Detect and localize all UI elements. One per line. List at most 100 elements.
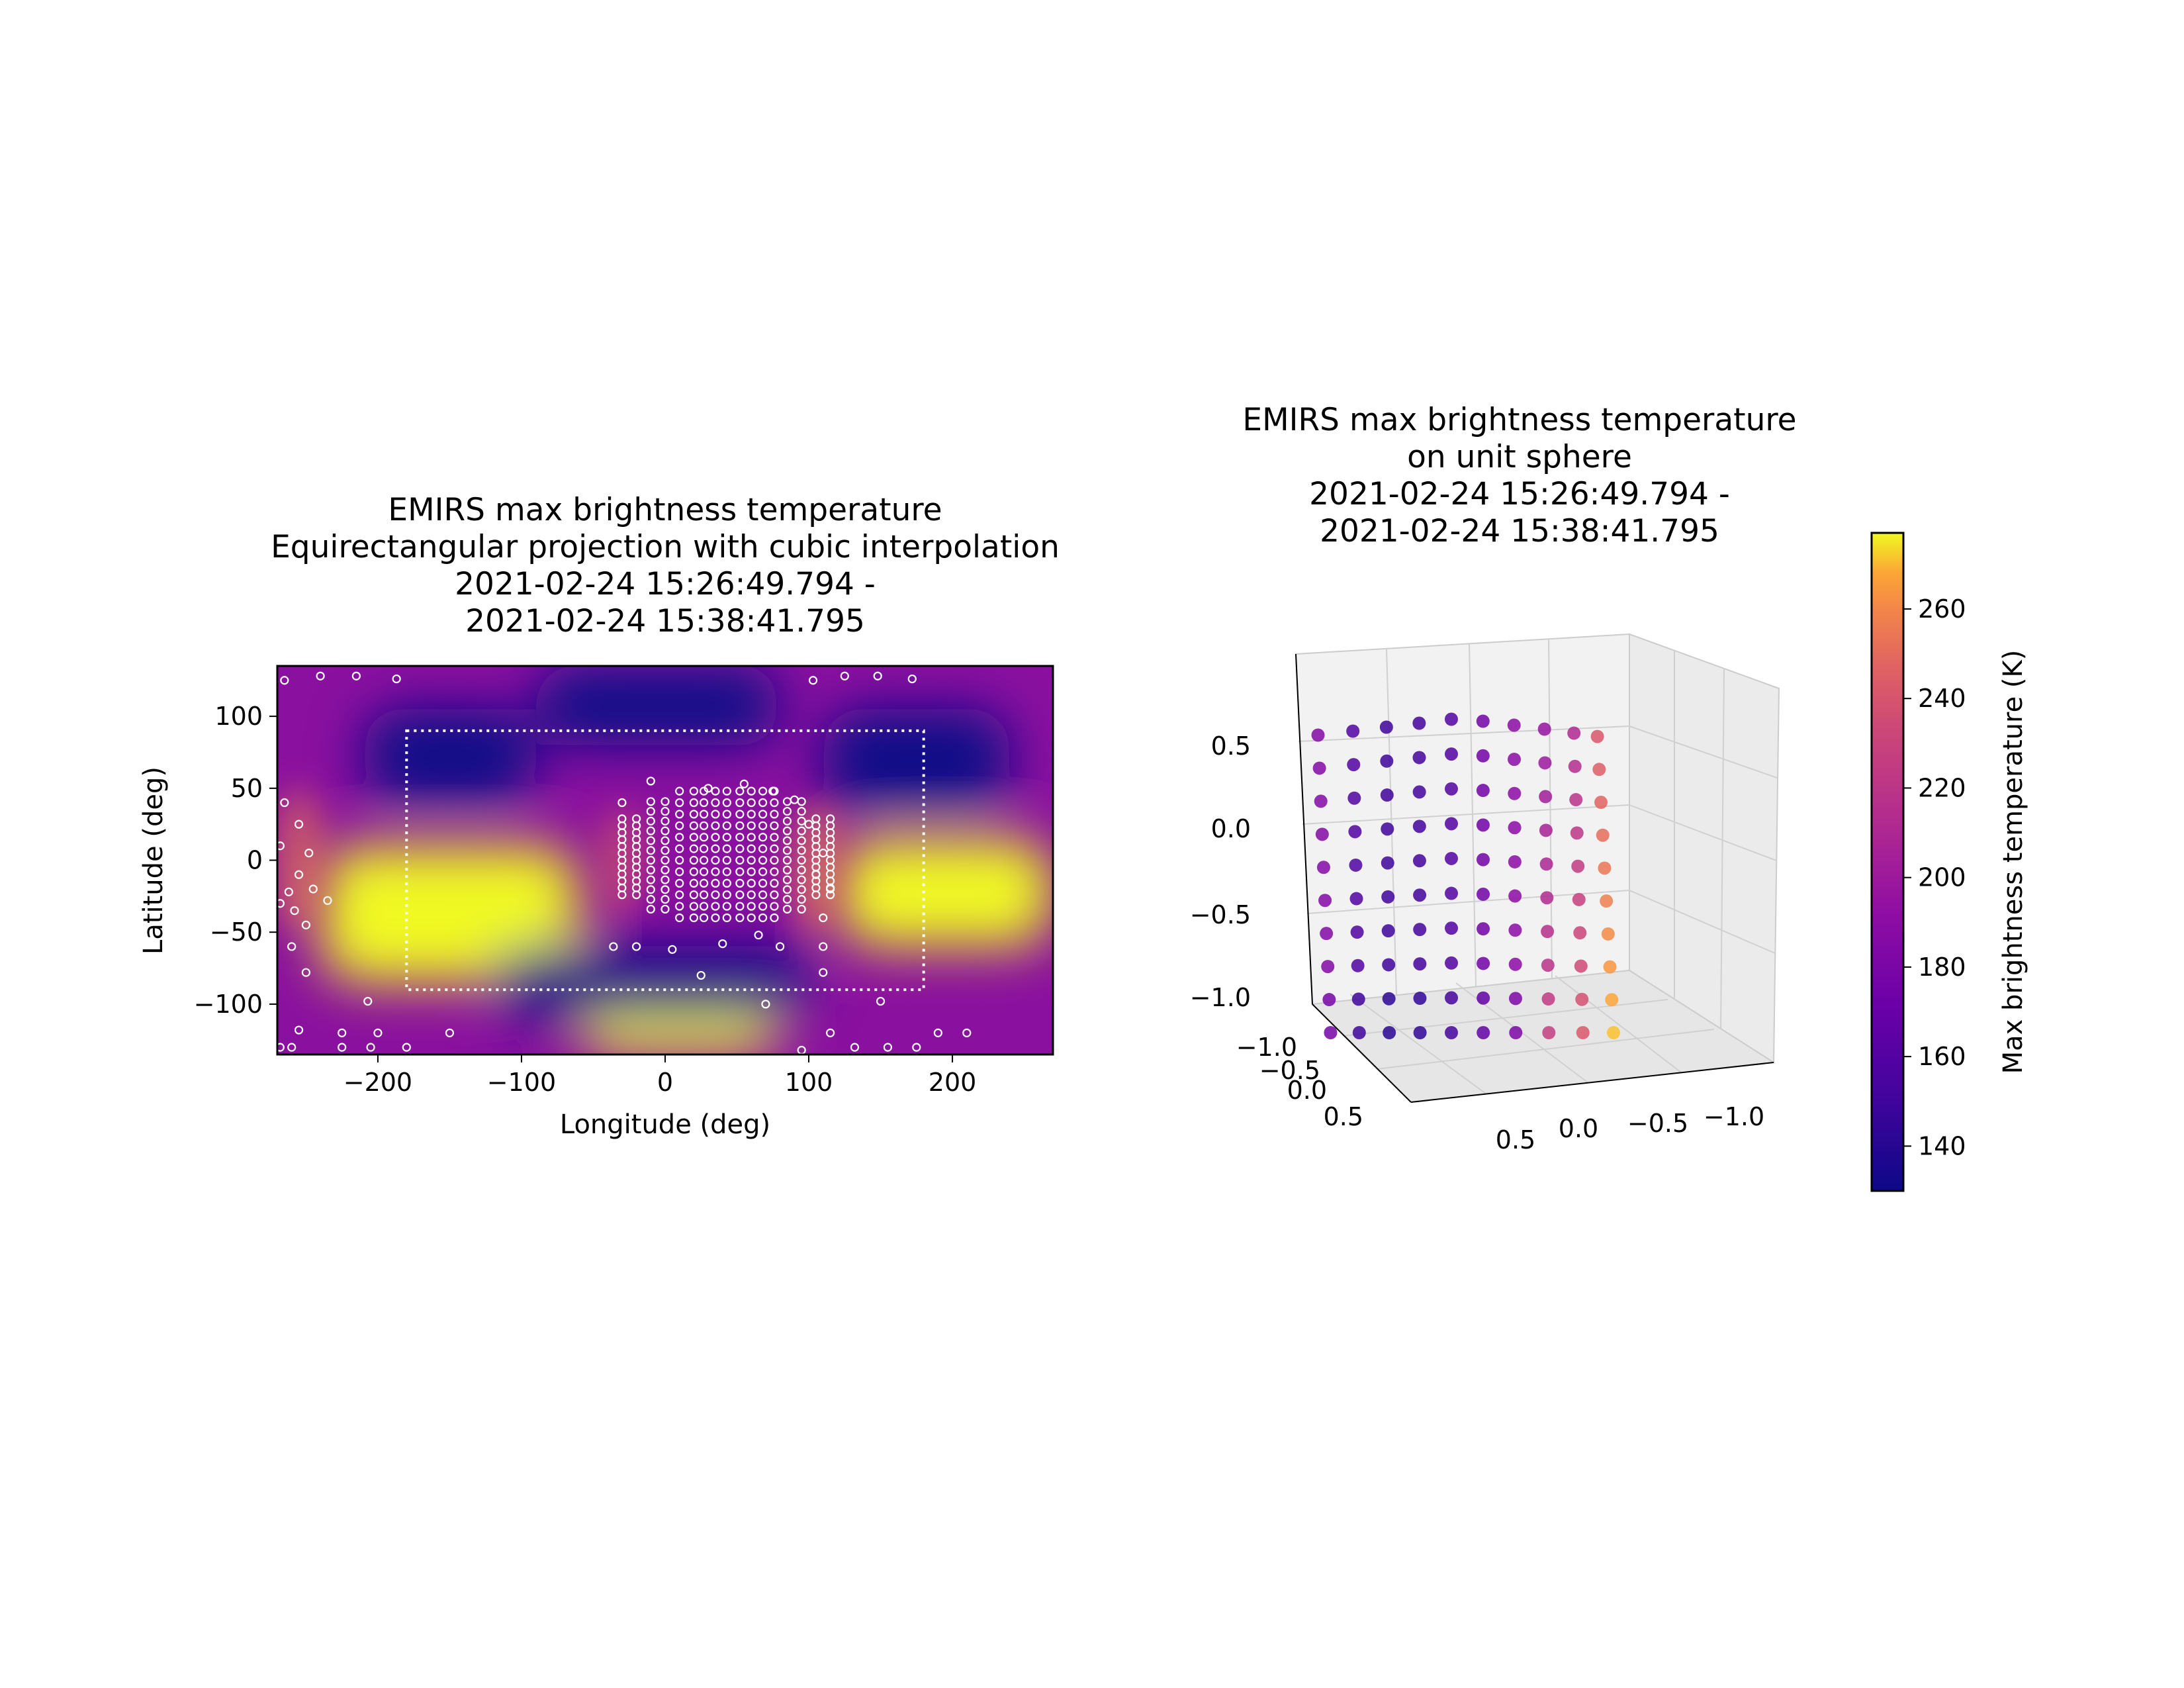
sample-point xyxy=(797,895,806,904)
sphere-point xyxy=(1314,794,1328,808)
sample-point xyxy=(617,814,627,823)
sphere-point xyxy=(1349,892,1363,906)
sample-point xyxy=(660,806,670,816)
sample-point xyxy=(646,776,655,786)
sample-point xyxy=(699,844,709,853)
sphere-point xyxy=(1352,1026,1366,1039)
x3d-tick-label: 0.0 xyxy=(1559,1114,1598,1143)
sample-point xyxy=(689,798,699,808)
map-region-high xyxy=(320,845,579,983)
sphere-point xyxy=(1444,817,1458,831)
sample-point xyxy=(711,913,720,923)
sample-point xyxy=(675,798,684,808)
sample-point xyxy=(689,878,699,888)
sample-point xyxy=(689,855,699,865)
sphere-point xyxy=(1476,853,1490,867)
sample-point xyxy=(711,786,720,796)
sphere-point xyxy=(1507,718,1521,732)
x-tick-label: 200 xyxy=(929,1068,977,1097)
sample-point xyxy=(689,786,699,796)
sample-point xyxy=(689,810,699,819)
sample-point xyxy=(782,806,792,816)
sphere-point xyxy=(1508,753,1522,767)
sample-point xyxy=(711,867,720,876)
sample-point xyxy=(782,836,792,845)
sphere-point xyxy=(1351,992,1365,1006)
sample-point xyxy=(675,902,684,911)
colorbar-ticks: 140 160 180 200 220 240 260 xyxy=(1903,594,1966,1160)
sample-point xyxy=(770,844,779,853)
sample-point xyxy=(689,890,699,900)
sample-point xyxy=(668,945,677,954)
sample-point xyxy=(758,902,768,911)
sample-point xyxy=(711,902,720,911)
sample-point xyxy=(797,875,806,884)
sample-point xyxy=(631,942,641,951)
sample-point xyxy=(699,867,709,876)
sphere-point xyxy=(1315,827,1329,841)
x3d-tick-label: 0.5 xyxy=(1496,1125,1535,1154)
sample-point xyxy=(819,849,828,858)
colorbar-tick-label: 200 xyxy=(1918,863,1966,892)
sample-point xyxy=(301,968,311,977)
sample-point xyxy=(840,671,849,680)
sample-point xyxy=(689,821,699,830)
gridline xyxy=(1376,1029,1715,1070)
map-x-axis: −200 −100 0 100 200 xyxy=(343,1055,977,1097)
sphere-point xyxy=(1324,1026,1338,1039)
sample-point xyxy=(675,786,684,796)
sample-point xyxy=(722,878,731,888)
sphere-point xyxy=(1445,1026,1459,1039)
sample-point xyxy=(280,676,289,685)
sample-point xyxy=(739,779,749,788)
sample-point xyxy=(735,913,745,923)
sample-point xyxy=(782,865,792,874)
sample-point xyxy=(675,913,684,923)
y-tick-label: 0 xyxy=(247,846,263,875)
sample-point xyxy=(811,814,821,823)
sphere-point xyxy=(1541,925,1555,939)
sample-point xyxy=(758,913,768,923)
map-y-axis: 100 50 0 −50 −100 xyxy=(194,702,277,1019)
sample-point xyxy=(323,896,332,905)
sphere-point xyxy=(1412,854,1426,868)
sample-point xyxy=(699,878,709,888)
map-title-line-1: EMIRS max brightness temperature xyxy=(388,492,942,528)
map-region-high xyxy=(578,1011,780,1055)
sphere-point xyxy=(1347,791,1361,805)
sphere-point xyxy=(1590,729,1604,743)
sphere-point xyxy=(1413,1026,1427,1039)
sphere-point xyxy=(1508,992,1522,1006)
colorbar-tick-label: 240 xyxy=(1918,684,1966,713)
sample-point xyxy=(675,833,684,842)
y3d-tick-label: 0.0 xyxy=(1287,1076,1327,1105)
sample-point xyxy=(284,887,293,896)
sample-point xyxy=(819,968,828,977)
sample-point xyxy=(722,810,731,819)
colorbar: 140 160 180 200 220 240 260 Max brightness tem… xyxy=(1870,532,2028,1192)
sphere-point xyxy=(1576,1026,1590,1039)
sphere-point xyxy=(1508,821,1522,835)
map-heatmap xyxy=(277,666,1053,1055)
sample-point xyxy=(646,836,655,845)
sample-point xyxy=(735,844,745,853)
sample-point xyxy=(609,942,618,951)
sample-point xyxy=(660,826,670,835)
z-axis-line xyxy=(1295,653,1313,1005)
sample-point xyxy=(711,833,720,842)
sphere-point xyxy=(1539,790,1553,804)
sphere-point xyxy=(1444,747,1458,761)
sample-point xyxy=(711,844,720,853)
sphere-point xyxy=(1318,894,1332,908)
sample-point xyxy=(675,867,684,876)
sample-point xyxy=(735,867,745,876)
sphere-title-line-1: EMIRS max brightness temperature xyxy=(1242,402,1796,438)
sphere-point xyxy=(1508,957,1522,971)
x3d-tick-label: −1.0 xyxy=(1704,1102,1764,1131)
back-pane-left xyxy=(1295,633,1630,1006)
sample-point xyxy=(660,855,670,865)
sample-point xyxy=(797,846,806,855)
sample-point xyxy=(304,849,314,858)
sample-point xyxy=(699,855,709,865)
z-tick-label: −1.0 xyxy=(1190,983,1251,1012)
